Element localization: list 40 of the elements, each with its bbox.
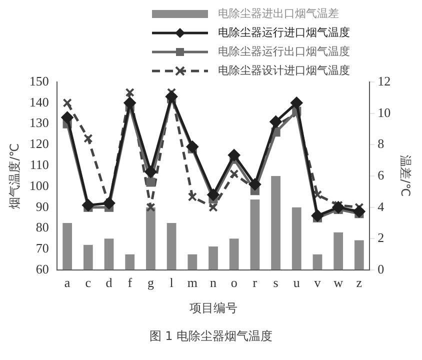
text: 电除尘器运行进口烟气温度 — [218, 25, 350, 40]
caption: 图 1 电除尘器烟气温度 — [148, 328, 274, 345]
x-tick-label: n — [210, 275, 217, 290]
y2-tick-label: 12 — [378, 73, 391, 88]
y-axis-title: 烟气温度/℃ — [7, 143, 22, 209]
x-tick-label: g — [147, 275, 154, 290]
x-tick-label: w — [334, 275, 344, 290]
text: 电除尘器进出口烟气温差 — [218, 6, 339, 21]
y2-tick-label: 4 — [378, 198, 385, 214]
x-tick-label: f — [128, 275, 133, 290]
x-tick-label: d — [106, 275, 113, 290]
y2-tick-label: 6 — [378, 167, 385, 182]
x-tick-label: u — [293, 275, 300, 290]
x-tick-label: c — [85, 275, 92, 290]
y-tick-label: 150 — [29, 73, 49, 88]
y-tick-label: 70 — [36, 240, 49, 256]
text: 电除尘器运行出口烟气温度 — [218, 44, 350, 59]
x-tick-label: v — [314, 275, 322, 290]
y-tick-label: 140 — [29, 94, 49, 110]
x-tick-label: r — [252, 275, 258, 290]
y-tick-label: 80 — [36, 220, 49, 235]
y-tick-label: 100 — [29, 178, 49, 193]
y2-axis-title: 温差/℃ — [398, 155, 413, 197]
y-tick-label: 130 — [29, 115, 49, 130]
y2-tick-label: 8 — [378, 136, 384, 152]
x-tick-label: a — [64, 275, 70, 290]
y-tick-label: 120 — [29, 136, 49, 152]
y-tick-label: 110 — [30, 156, 49, 172]
y-tick-label: 60 — [36, 261, 49, 276]
x-axis-title: 项目编号 — [189, 300, 238, 315]
y2-tick-label: 10 — [378, 104, 391, 120]
x-tick-label: o — [230, 275, 238, 290]
y2-tick-label: 0 — [378, 261, 384, 276]
y2-tick-label: 2 — [378, 230, 384, 246]
text: 电除尘器设计进口烟气温度 — [218, 63, 350, 78]
x-tick-label: z — [356, 275, 362, 290]
y-tick-label: 90 — [36, 198, 49, 214]
x-tick-label: l — [170, 275, 174, 290]
x-tick-label: m — [187, 275, 198, 290]
x-tick-label: s — [273, 275, 278, 290]
